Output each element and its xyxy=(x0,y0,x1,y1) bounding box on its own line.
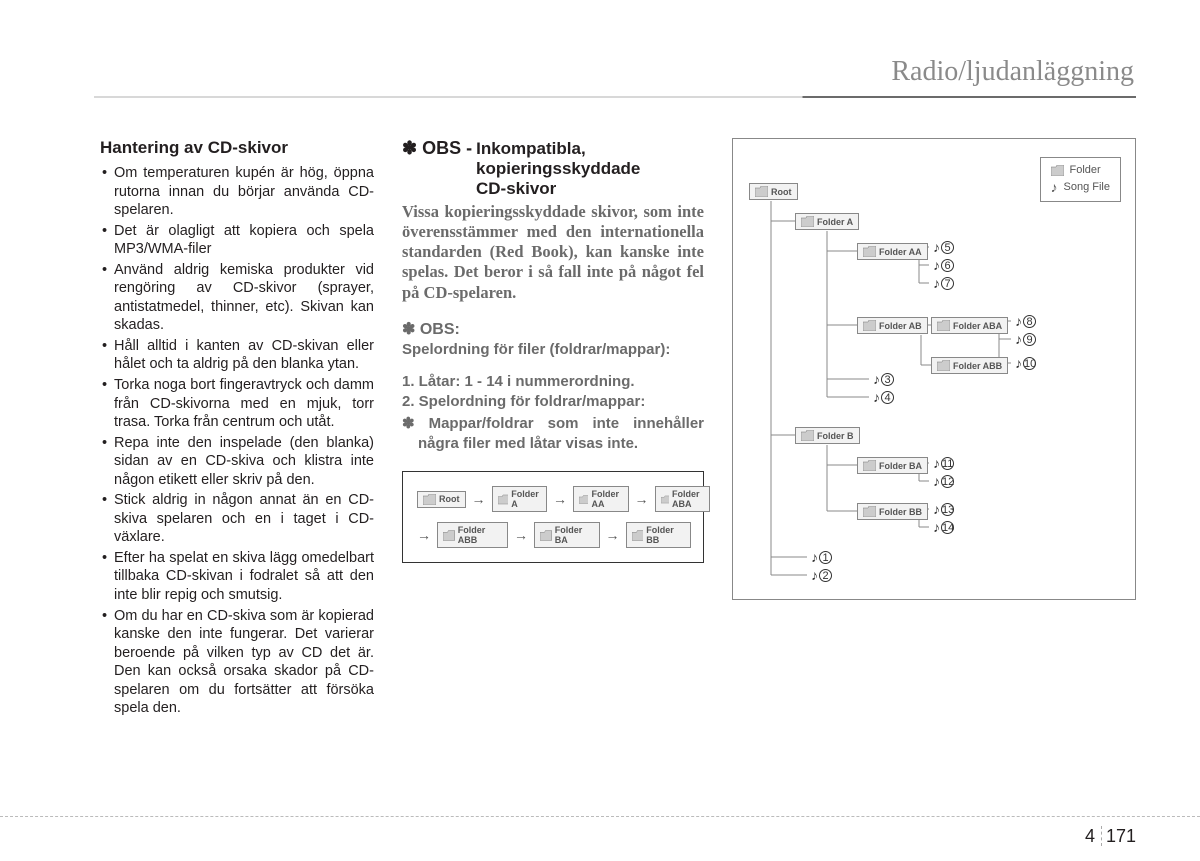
arrow-icon: → xyxy=(553,491,567,507)
left-heading: Hantering av CD-skivor xyxy=(100,138,374,158)
tree-song: ♪6 xyxy=(933,257,954,273)
tree-diagram: Folder ♪ Song File Root Folder A Folder AA… xyxy=(732,138,1136,600)
bullet-item: Stick aldrig in någon annat än en CD-ski… xyxy=(100,491,374,547)
header-rule xyxy=(94,96,1136,98)
obs2-num2: 2. Spelordning för foldrar/mappar: xyxy=(402,392,704,412)
bullet-item: Det är olagligt att kopiera och spela MP… xyxy=(100,222,374,259)
note-icon: ♪ xyxy=(1051,179,1058,195)
arrow-icon: → xyxy=(606,527,620,543)
bottom-crop-mark xyxy=(0,816,1200,817)
tree-song: ♪7 xyxy=(933,275,954,291)
bullet-item: Använd aldrig kemiska produkter vid reng… xyxy=(100,261,374,335)
tree-song: ♪11 xyxy=(933,455,954,471)
tree-song: ♪5 xyxy=(933,239,954,255)
bullet-item: Håll alltid i kanten av CD-skivan eller … xyxy=(100,337,374,374)
legend-song-label: Song File xyxy=(1064,181,1110,193)
bullet-item: Om temperaturen kupén är hög, öppna ruto… xyxy=(100,164,374,220)
middle-column: ✽ OBS - Inkompatibla, kopieringsskyddade… xyxy=(402,138,704,720)
page-header: Radio/ljudanläggning xyxy=(891,56,1134,88)
folder-box: Folder ABB xyxy=(437,522,508,548)
flow-row-2: → Folder ABB → Folder BA → Folder BB xyxy=(417,522,691,548)
obs-heading: ✽ OBS - Inkompatibla, xyxy=(402,138,704,159)
page-number: 4171 xyxy=(1085,826,1136,847)
tree-song: ♪10 xyxy=(1015,355,1036,371)
tree-song: ♪14 xyxy=(933,519,954,535)
tree-song: ♪2 xyxy=(811,567,832,583)
tree-folder-abb: Folder ABB xyxy=(931,357,1008,374)
obs2-line: Spelordning för filer (foldrar/mappar): xyxy=(402,341,704,358)
folder-box: Folder ABA xyxy=(655,486,711,512)
tree-folder-bb: Folder BB xyxy=(857,503,928,520)
folder-box: Folder A xyxy=(492,486,548,512)
obs2-note: ✽ Mappar/foldrar som inte innehåller någ… xyxy=(402,414,704,453)
right-column: Folder ♪ Song File Root Folder A Folder AA… xyxy=(732,138,1136,720)
tree-folder-ba: Folder BA xyxy=(857,457,928,474)
tree-folder-root: Root xyxy=(749,183,798,200)
bullet-item: Efter ha spelat en skiva lägg omedelbart… xyxy=(100,549,374,605)
obs2-num1: 1. Låtar: 1 - 14 i nummerordning. xyxy=(402,372,704,392)
tree-song: ♪4 xyxy=(873,389,894,405)
tree-folder-a: Folder A xyxy=(795,213,859,230)
tree-song: ♪8 xyxy=(1015,313,1036,329)
obs2-head: ✽ OBS: xyxy=(402,319,704,339)
flow-diagram: Root→Folder A→Folder AA→Folder ABA → Fol… xyxy=(402,471,704,563)
tree-song: ♪3 xyxy=(873,371,894,387)
tree-folder-aba: Folder ABA xyxy=(931,317,1008,334)
folder-box: Folder BB xyxy=(626,522,691,548)
arrow-icon: → xyxy=(635,491,649,507)
obs-prefix: ✽ OBS - xyxy=(402,138,472,159)
legend-song: ♪ Song File xyxy=(1051,179,1110,195)
section-number: 4 xyxy=(1085,826,1102,846)
left-column: Hantering av CD-skivor Om temperaturen k… xyxy=(100,138,374,720)
bullet-item: Om du har en CD-skiva som är kopierad ka… xyxy=(100,607,374,718)
tree-song: ♪13 xyxy=(933,501,954,517)
obs-title-0: Inkompatibla, xyxy=(476,139,586,159)
tree-song: ♪9 xyxy=(1015,331,1036,347)
arrow-icon: → xyxy=(417,527,431,543)
arrow-icon: → xyxy=(514,527,528,543)
bullet-list: Om temperaturen kupén är hög, öppna ruto… xyxy=(100,164,374,718)
bullet-item: Torka noga bort fingeravtryck och damm f… xyxy=(100,376,374,432)
folder-box: Folder AA xyxy=(573,486,629,512)
bullet-item: Repa inte den inspelade (den blanka) sid… xyxy=(100,434,374,490)
obs-title-2: CD-skivor xyxy=(476,179,704,199)
legend-folder: Folder xyxy=(1051,164,1110,176)
page-number-value: 171 xyxy=(1106,826,1136,846)
tree-song: ♪1 xyxy=(811,549,832,565)
legend-folder-label: Folder xyxy=(1070,164,1101,176)
tree-folder-aa: Folder AA xyxy=(857,243,928,260)
legend: Folder ♪ Song File xyxy=(1040,157,1121,202)
tree-folder-ab: Folder AB xyxy=(857,317,928,334)
folder-box: Folder BA xyxy=(534,522,599,548)
serif-note: Vissa kopieringsskyddade skivor, som int… xyxy=(402,202,704,303)
obs-title-1: kopieringsskyddade xyxy=(476,159,704,179)
arrow-icon: → xyxy=(472,491,486,507)
tree-folder-b: Folder B xyxy=(795,427,860,444)
tree-song: ♪12 xyxy=(933,473,954,489)
flow-row-1: Root→Folder A→Folder AA→Folder ABA xyxy=(417,486,691,512)
folder-box: Root xyxy=(417,491,466,508)
content: Hantering av CD-skivor Om temperaturen k… xyxy=(100,138,1136,720)
